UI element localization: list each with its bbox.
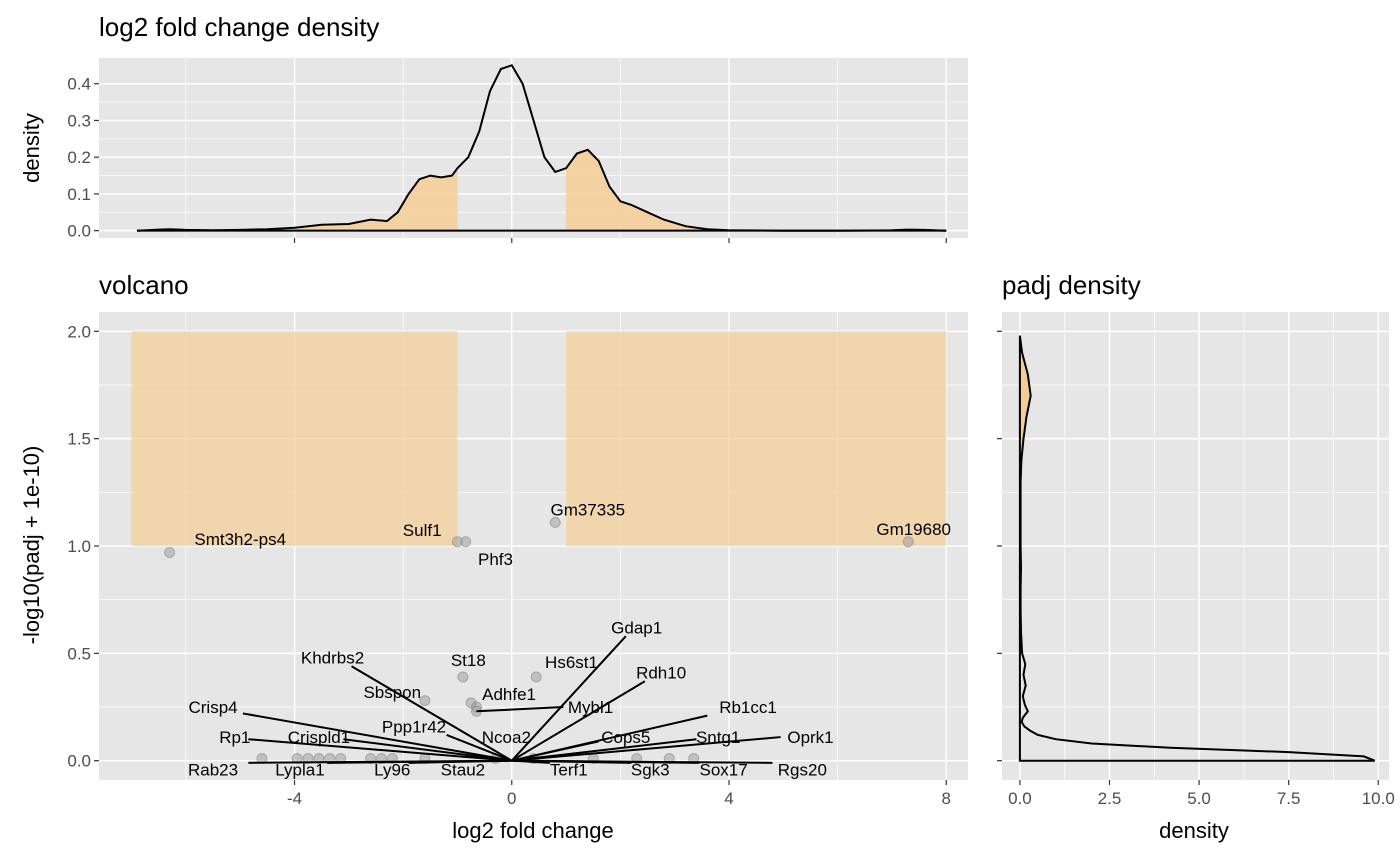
- padj-x-tick-label: 2.5: [1098, 789, 1122, 808]
- volcano-gene-label: Adhfe1: [482, 685, 536, 704]
- density-shaded-area: [131, 168, 458, 231]
- volcano-gene-label: Sgk3: [631, 760, 670, 779]
- volcano-y-tick-label: 0.0: [67, 752, 91, 771]
- volcano-gene-label: Mybl1: [568, 698, 613, 717]
- volcano-point: [457, 671, 469, 683]
- density-curve: [136, 64, 947, 232]
- density-y-ticks: 0.0 0.1 0.2 0.3 0.4: [67, 75, 947, 243]
- volcano-gene-label: Rdh10: [636, 664, 686, 683]
- volcano-gene-label: Crispld1: [288, 728, 350, 747]
- volcano-gene-label: Gm19680: [876, 520, 951, 539]
- volcano-x-tick-label: 0: [507, 789, 516, 808]
- volcano-gene-label: Khdrbs2: [301, 649, 364, 668]
- density-y-tick-label: 0.2: [67, 148, 91, 167]
- volcano-gene-label: Rp1: [219, 728, 250, 747]
- volcano-gene-label: Gdap1: [611, 619, 662, 638]
- density-y-tick-label: 0.1: [67, 185, 91, 204]
- volcano-gene-label: Rgs20: [778, 760, 827, 779]
- volcano-point: [460, 536, 472, 548]
- volcano-gene-label: Rb1cc1: [719, 698, 777, 717]
- density-panel: log2 fold change density density 0.00.10…: [19, 12, 968, 243]
- density-y-tick-label: 0.0: [67, 222, 91, 241]
- volcano-x-tick-label: 8: [942, 789, 951, 808]
- volcano-gene-label: Sntg1: [696, 728, 740, 747]
- padj-panel: padj density density 0.0 2.5 5.0 7.5 10.0: [997, 270, 1395, 843]
- volcano-label-segment: [511, 759, 773, 764]
- volcano-gene-label: Phf3: [478, 550, 513, 569]
- padj-shaded-area: [1019, 335, 1031, 546]
- volcano-point: [902, 536, 914, 548]
- padj-x-tick-label: 0.0: [1008, 789, 1032, 808]
- volcano-gene-label: Sbspon: [363, 683, 421, 702]
- volcano-gene-label: St18: [451, 651, 486, 670]
- volcano-significance-region: [566, 331, 947, 546]
- volcano-gene-label: Oprk1: [787, 728, 833, 747]
- volcano-label-segment: [248, 738, 512, 762]
- padj-x-tick-label: 10.0: [1362, 789, 1395, 808]
- volcano-gene-label: Ly96: [374, 760, 410, 779]
- volcano-label-segment: [476, 706, 564, 713]
- volcano-label-segment: [242, 712, 512, 762]
- volcano-point: [164, 546, 176, 558]
- volcano-gene-label: Lypla1: [275, 760, 324, 779]
- density-y-tick-label: 0.4: [67, 75, 91, 94]
- volcano-gene-label: Smt3h2-ps4: [194, 530, 286, 549]
- volcano-label-segment: [511, 736, 781, 762]
- volcano-shaded-regions: [131, 331, 947, 546]
- volcano-point: [302, 753, 314, 765]
- density-y-axis-title: density: [19, 113, 44, 183]
- volcano-y-axis-title: -log10(padj + 1e-10): [19, 446, 44, 645]
- volcano-gene-labels: Smt3h2-ps4 Sulf1 Phf3 Gm37335 Gm19680 Gdap1 Kh…: [188, 501, 951, 780]
- padj-curve: [1018, 335, 1376, 762]
- volcano-gene-label: Cops5: [601, 728, 650, 747]
- volcano-x-axis-title: log2 fold change: [452, 818, 613, 843]
- padj-panel-title: padj density: [1002, 270, 1141, 300]
- volcano-point: [419, 695, 431, 707]
- volcano-gene-label: Ncoa2: [482, 728, 531, 747]
- volcano-x-tick-label: -4: [287, 789, 302, 808]
- density-y-tick-label: 0.3: [67, 111, 91, 130]
- volcano-point: [549, 516, 561, 528]
- volcano-y-tick-label: 1.5: [67, 430, 91, 449]
- volcano-point: [291, 753, 303, 765]
- volcano-y-tick-label: 2.0: [67, 322, 91, 341]
- density-panel-background: [99, 58, 968, 238]
- volcano-y-tick-label: 1.0: [67, 537, 91, 556]
- volcano-gene-label: Terf1: [550, 760, 588, 779]
- volcano-x-ticks: -4 0 4 8: [287, 780, 951, 808]
- density-panel-title: log2 fold change density: [99, 12, 379, 42]
- volcano-label-segment: [408, 759, 512, 764]
- volcano-gene-label: Hs6st1: [545, 653, 598, 672]
- volcano-label-segment: [446, 733, 513, 762]
- density-shaded-areas: [131, 149, 947, 231]
- padj-x-tick-label: 7.5: [1277, 789, 1301, 808]
- volcano-panel: volcano -log10(padj + 1e-10) log2 fold c…: [19, 270, 968, 843]
- padj-x-tick-label: 5.0: [1187, 789, 1211, 808]
- volcano-y-tick-label: 0.5: [67, 644, 91, 663]
- padj-grid: [1002, 312, 1389, 780]
- volcano-gene-label: Sox17: [699, 760, 747, 779]
- volcano-point: [530, 671, 542, 683]
- volcano-gene-label: Crisp4: [188, 698, 237, 717]
- volcano-gene-label: Stau2: [441, 760, 485, 779]
- volcano-point: [313, 753, 325, 765]
- volcano-label-segment: [511, 680, 646, 762]
- volcano-gene-label: Rab23: [188, 760, 238, 779]
- volcano-label-segments: [242, 635, 781, 764]
- volcano-x-tick-label: 4: [724, 789, 733, 808]
- volcano-y-ticks: 0.0 0.5 1.0 1.5 2.0: [67, 322, 99, 771]
- volcano-label-segment: [343, 738, 512, 762]
- volcano-label-segment: [511, 635, 627, 762]
- volcano-label-segment: [351, 665, 513, 762]
- density-shaded-area: [566, 149, 947, 231]
- volcano-gene-label: Gm37335: [550, 501, 625, 520]
- volcano-label-segment: [511, 740, 599, 762]
- padj-x-axis-title: density: [1159, 818, 1229, 843]
- volcano-gene-label: Ppp1r42: [382, 717, 446, 736]
- volcano-gene-label: Sulf1: [403, 521, 442, 540]
- volcano-significance-region: [131, 331, 458, 546]
- padj-x-ticks: 0.0 2.5 5.0 7.5 10.0: [997, 330, 1395, 808]
- volcano-panel-title: volcano: [99, 270, 189, 300]
